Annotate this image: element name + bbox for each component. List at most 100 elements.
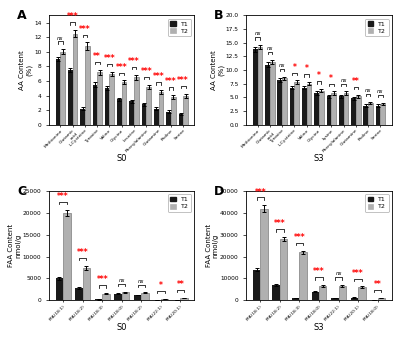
Text: ***: *** — [116, 63, 128, 72]
Text: ns: ns — [254, 31, 261, 36]
Bar — [75, 288, 83, 300]
Bar — [358, 287, 366, 300]
Text: ns: ns — [138, 279, 144, 284]
Text: ns: ns — [335, 272, 342, 276]
Text: C: C — [17, 185, 26, 198]
Y-axis label: FAA Content
nmol/g: FAA Content nmol/g — [8, 224, 21, 267]
Bar — [378, 298, 385, 300]
Bar — [129, 101, 134, 125]
Text: **: ** — [93, 52, 101, 61]
Bar — [56, 59, 60, 125]
Bar — [159, 92, 163, 125]
Text: ***: *** — [294, 233, 305, 242]
Text: ***: *** — [77, 248, 88, 257]
Bar — [183, 96, 188, 125]
Bar — [282, 78, 287, 125]
Bar — [68, 70, 73, 125]
Bar — [117, 99, 122, 125]
Bar — [166, 112, 171, 125]
Text: ***: *** — [67, 12, 78, 21]
Bar — [134, 78, 139, 125]
Text: *: * — [159, 281, 163, 290]
Text: ***: *** — [96, 275, 108, 285]
Bar — [319, 91, 324, 125]
Bar — [258, 47, 262, 125]
Y-axis label: FAA Content
nmol/g: FAA Content nmol/g — [206, 224, 218, 267]
Bar — [327, 96, 331, 125]
X-axis label: S3: S3 — [314, 154, 324, 163]
Bar — [265, 65, 270, 125]
Bar — [122, 292, 129, 300]
Bar — [161, 299, 168, 300]
Legend: T1, T2: T1, T2 — [365, 194, 388, 212]
Bar — [272, 285, 280, 300]
Text: ***: *** — [79, 25, 91, 34]
Text: ns: ns — [118, 278, 125, 283]
X-axis label: S0: S0 — [116, 154, 127, 163]
Bar — [92, 85, 97, 125]
Bar — [356, 96, 360, 125]
Bar — [312, 292, 319, 300]
Text: *: * — [292, 63, 296, 72]
Bar — [114, 294, 122, 300]
Bar — [63, 213, 70, 300]
Bar — [376, 106, 380, 125]
Text: ns: ns — [340, 78, 347, 83]
Bar — [270, 62, 274, 125]
Text: ns: ns — [377, 89, 384, 94]
Bar — [171, 97, 176, 125]
Text: ***: *** — [177, 76, 189, 85]
Bar — [319, 286, 326, 300]
Bar — [338, 286, 346, 300]
Text: ***: *** — [104, 54, 115, 63]
Bar — [253, 49, 258, 125]
Bar — [178, 114, 183, 125]
Bar — [368, 103, 373, 125]
Bar — [364, 106, 368, 125]
Text: ***: *** — [153, 72, 164, 81]
Bar — [292, 298, 300, 300]
X-axis label: S3: S3 — [314, 323, 324, 332]
Bar — [60, 52, 65, 125]
Text: **: ** — [352, 77, 360, 86]
Text: B: B — [214, 9, 224, 22]
Y-axis label: AA Content
(%): AA Content (%) — [211, 50, 224, 90]
Text: ***: *** — [313, 268, 325, 276]
Legend: T1, T2: T1, T2 — [168, 194, 191, 212]
Legend: T1, T2: T1, T2 — [365, 19, 388, 36]
Bar — [80, 109, 85, 125]
Text: ***: *** — [352, 269, 364, 278]
Text: ns: ns — [279, 63, 285, 68]
Bar — [351, 99, 356, 125]
Text: ***: *** — [254, 188, 266, 197]
Text: *: * — [317, 71, 321, 81]
Bar — [97, 72, 102, 125]
Bar — [294, 82, 299, 125]
Text: ***: *** — [128, 57, 140, 66]
Bar — [302, 88, 307, 125]
Bar — [307, 84, 311, 125]
Bar — [85, 46, 90, 125]
Bar — [142, 104, 146, 125]
Bar — [141, 293, 149, 300]
Bar — [122, 83, 126, 125]
Text: A: A — [17, 9, 27, 22]
Text: **: ** — [374, 280, 382, 289]
Text: *: * — [329, 74, 333, 83]
Bar — [314, 93, 319, 125]
Bar — [134, 295, 141, 300]
Text: ns: ns — [57, 36, 64, 40]
Bar — [339, 96, 344, 125]
Bar — [331, 93, 336, 125]
Text: ***: *** — [140, 67, 152, 76]
Bar — [290, 88, 294, 125]
Text: ***: *** — [165, 78, 177, 86]
Text: ***: *** — [274, 219, 286, 228]
Bar — [146, 87, 151, 125]
Bar — [105, 88, 110, 125]
Bar — [73, 34, 77, 125]
Bar — [102, 294, 110, 300]
Bar — [154, 109, 159, 125]
Bar — [278, 80, 282, 125]
Bar — [331, 298, 338, 300]
